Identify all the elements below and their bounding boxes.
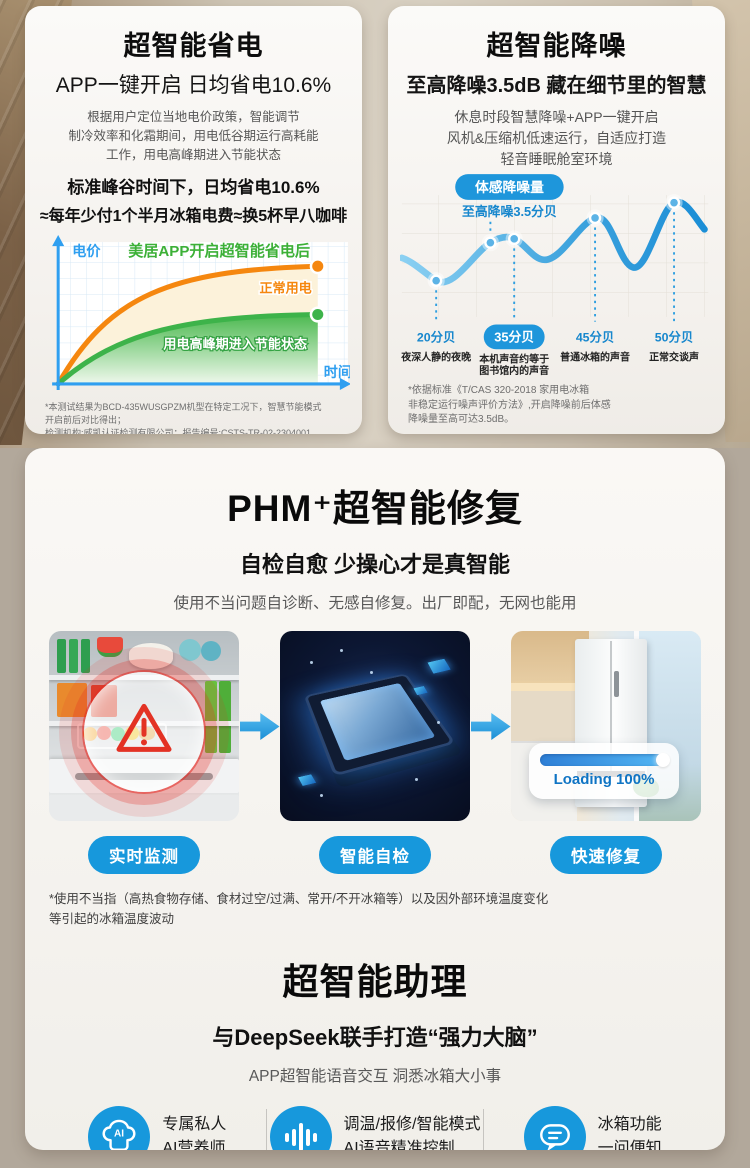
power-saving-card: 超智能省电 APP一键开启 日均省电10.6% 根据用户定位当地电价政策，智能调… bbox=[25, 6, 362, 434]
feature-label: 专属私人 AI营养师 bbox=[162, 1116, 227, 1150]
phm-subtitle: 自检自愈 少操心才是真智能 bbox=[239, 552, 511, 577]
assistant-title: 超智能助理 bbox=[282, 961, 468, 1002]
assistant-body: APP超智能语音交互 洞悉冰箱大小事 bbox=[248, 1068, 502, 1085]
power-highlight-1: 标准峰谷时间下，日均省电10.6% bbox=[67, 178, 320, 198]
power-chart: 电价 美居APP开启超智能省电后 正常用电 用电高峰期进入节能状态 时间 bbox=[37, 230, 351, 399]
noise-title: 超智能降噪 bbox=[486, 31, 627, 61]
power-subtitle: APP一键开启 日均省电10.6% bbox=[55, 74, 332, 97]
noise-annotation: 至高降噪3.5分贝 bbox=[462, 204, 557, 219]
arrow-right-icon bbox=[470, 713, 511, 740]
x-axis-label: 时间 bbox=[323, 364, 349, 380]
svg-text:AI: AI bbox=[114, 1128, 124, 1139]
feature-label: 冰箱功能 一问便知 bbox=[597, 1116, 662, 1150]
top-cards-row: 超智能省电 APP一键开启 日均省电10.6% 根据用户定位当地电价政策，智能调… bbox=[25, 6, 725, 434]
db-label-20: 20分贝 bbox=[417, 330, 455, 345]
fridge-kitchen-loading-image: Loading 100% bbox=[511, 631, 701, 821]
power-highlight-2: ≈每年少付1个半月冰箱电费≈换5杯早八咖啡 bbox=[39, 208, 348, 226]
series-label-normal: 正常用电 bbox=[259, 281, 311, 296]
db-desc-35-line1: 本机声音约等于 bbox=[479, 353, 549, 366]
phm-body: 使用不当问题自诊断、无感自修复。出厂即配，无网也能用 bbox=[173, 595, 577, 612]
y-axis-arrow bbox=[51, 235, 64, 247]
db-desc-35-line2: 图书馆内的声音 bbox=[479, 364, 549, 377]
smart-chip-image bbox=[280, 631, 470, 821]
saving-usage-curve bbox=[55, 312, 320, 387]
saving-endpoint-dot bbox=[311, 309, 323, 321]
power-footnote: *本测试结果为BCD-435WUSGPZM机型在特定工况下，智慧节能模式 开启前… bbox=[45, 402, 322, 434]
phm-steps-row: 实时监测 智能自检 bbox=[49, 631, 701, 874]
db-desc-20: 夜深人静的夜晚 bbox=[400, 351, 471, 364]
normal-endpoint-dot bbox=[311, 260, 323, 273]
db-desc-45: 普通冰箱的声音 bbox=[560, 351, 630, 364]
noise-wave-markers bbox=[427, 194, 683, 290]
y-axis-label: 电价 bbox=[72, 243, 101, 259]
db-pill-35 bbox=[483, 324, 545, 350]
step-selfcheck: 智能自检 bbox=[280, 631, 470, 874]
normal-usage-curve bbox=[55, 263, 320, 387]
power-title: 超智能省电 bbox=[123, 31, 264, 61]
smart-repair-card: PHM⁺超智能修复 自检自愈 少操心才是真智能 使用不当问题自诊断、无感自修复。… bbox=[25, 448, 725, 1150]
db-label-50: 50分贝 bbox=[655, 330, 693, 345]
voice-wave-icon bbox=[269, 1106, 332, 1150]
noise-footnote: *依据标准《T/CAS 320-2018 家用电冰箱 非稳定运行噪声评价方法》,… bbox=[408, 385, 611, 425]
assistant-subtitle: 与DeepSeek联手打造“强力大脑” bbox=[212, 1025, 538, 1050]
noise-body: 休息时段智慧降噪+APP一键开启 风机&压缩机低速运行，自适应打造 轻音睡眠舱室… bbox=[446, 109, 667, 167]
phm-footnote: *使用不当指（高热食物存储、食材过空/过满、常开/不开冰箱等）以及因外部环境温度… bbox=[49, 892, 549, 926]
chef-hat-ai-icon: AI bbox=[88, 1106, 151, 1150]
progress-bar bbox=[540, 753, 670, 767]
feature-qa: 冰箱功能 一问便知 bbox=[484, 1106, 701, 1150]
power-chart-title: 美居APP开启超智能省电后 bbox=[128, 242, 310, 260]
chat-bubble-icon bbox=[523, 1106, 586, 1150]
noise-badge-pill bbox=[455, 174, 564, 200]
dashed-connectors bbox=[435, 212, 675, 322]
loading-text: Loading 100% bbox=[553, 771, 655, 788]
step-repair: Loading 100% 快速修复 bbox=[511, 631, 701, 874]
step-monitor: 实时监测 bbox=[49, 631, 239, 874]
step-badge-selfcheck: 智能自检 bbox=[319, 836, 431, 874]
series-label-saving: 用电高峰期进入节能状态 bbox=[162, 337, 308, 352]
db-label-35: 35分贝 bbox=[494, 330, 534, 345]
arrow-right-icon bbox=[239, 713, 280, 740]
noise-reduction-card: 超智能降噪 至高降噪3.5dB 藏在细节里的智慧 休息时段智慧降噪+APP一键开… bbox=[388, 6, 725, 434]
loading-overlay: Loading 100% bbox=[529, 743, 679, 799]
noise-chart: 体感降噪量 至高降噪3.5分贝 20分贝 bbox=[398, 174, 713, 382]
feature-label: 调温/报修/智能模式 AI语音精准控制 bbox=[343, 1116, 481, 1150]
feature-voice-control: 调温/报修/智能模式 AI语音精准控制 bbox=[267, 1106, 484, 1150]
warning-triangle-icon bbox=[116, 703, 172, 758]
power-body: 根据用户定位当地电价政策，智能调节 制冷效率和化霜期间，用电低谷期运行高耗能 工… bbox=[68, 110, 319, 162]
fridge-interior-warning-image bbox=[49, 631, 239, 821]
divider bbox=[265, 1109, 267, 1150]
step-badge-repair: 快速修复 bbox=[550, 836, 662, 874]
feature-nutritionist: AI 专属私人 AI营养师 bbox=[49, 1106, 266, 1150]
phm-title: PHM⁺超智能修复 bbox=[227, 488, 523, 529]
step-badge-monitor: 实时监测 bbox=[88, 836, 200, 874]
x-axis-arrow bbox=[339, 378, 351, 391]
noise-wave-line bbox=[398, 198, 708, 286]
db-desc-50: 正常交谈声 bbox=[649, 351, 699, 364]
assistant-features-row: AI 专属私人 AI营养师 调温/报修/智能模式 AI语音精准控制 冰箱功 bbox=[49, 1106, 701, 1150]
noise-subtitle: 至高降噪3.5dB 藏在细节里的智慧 bbox=[406, 75, 707, 97]
noise-badge-label: 体感降噪量 bbox=[475, 179, 544, 195]
divider bbox=[483, 1109, 485, 1150]
db-label-45: 45分贝 bbox=[576, 330, 614, 345]
